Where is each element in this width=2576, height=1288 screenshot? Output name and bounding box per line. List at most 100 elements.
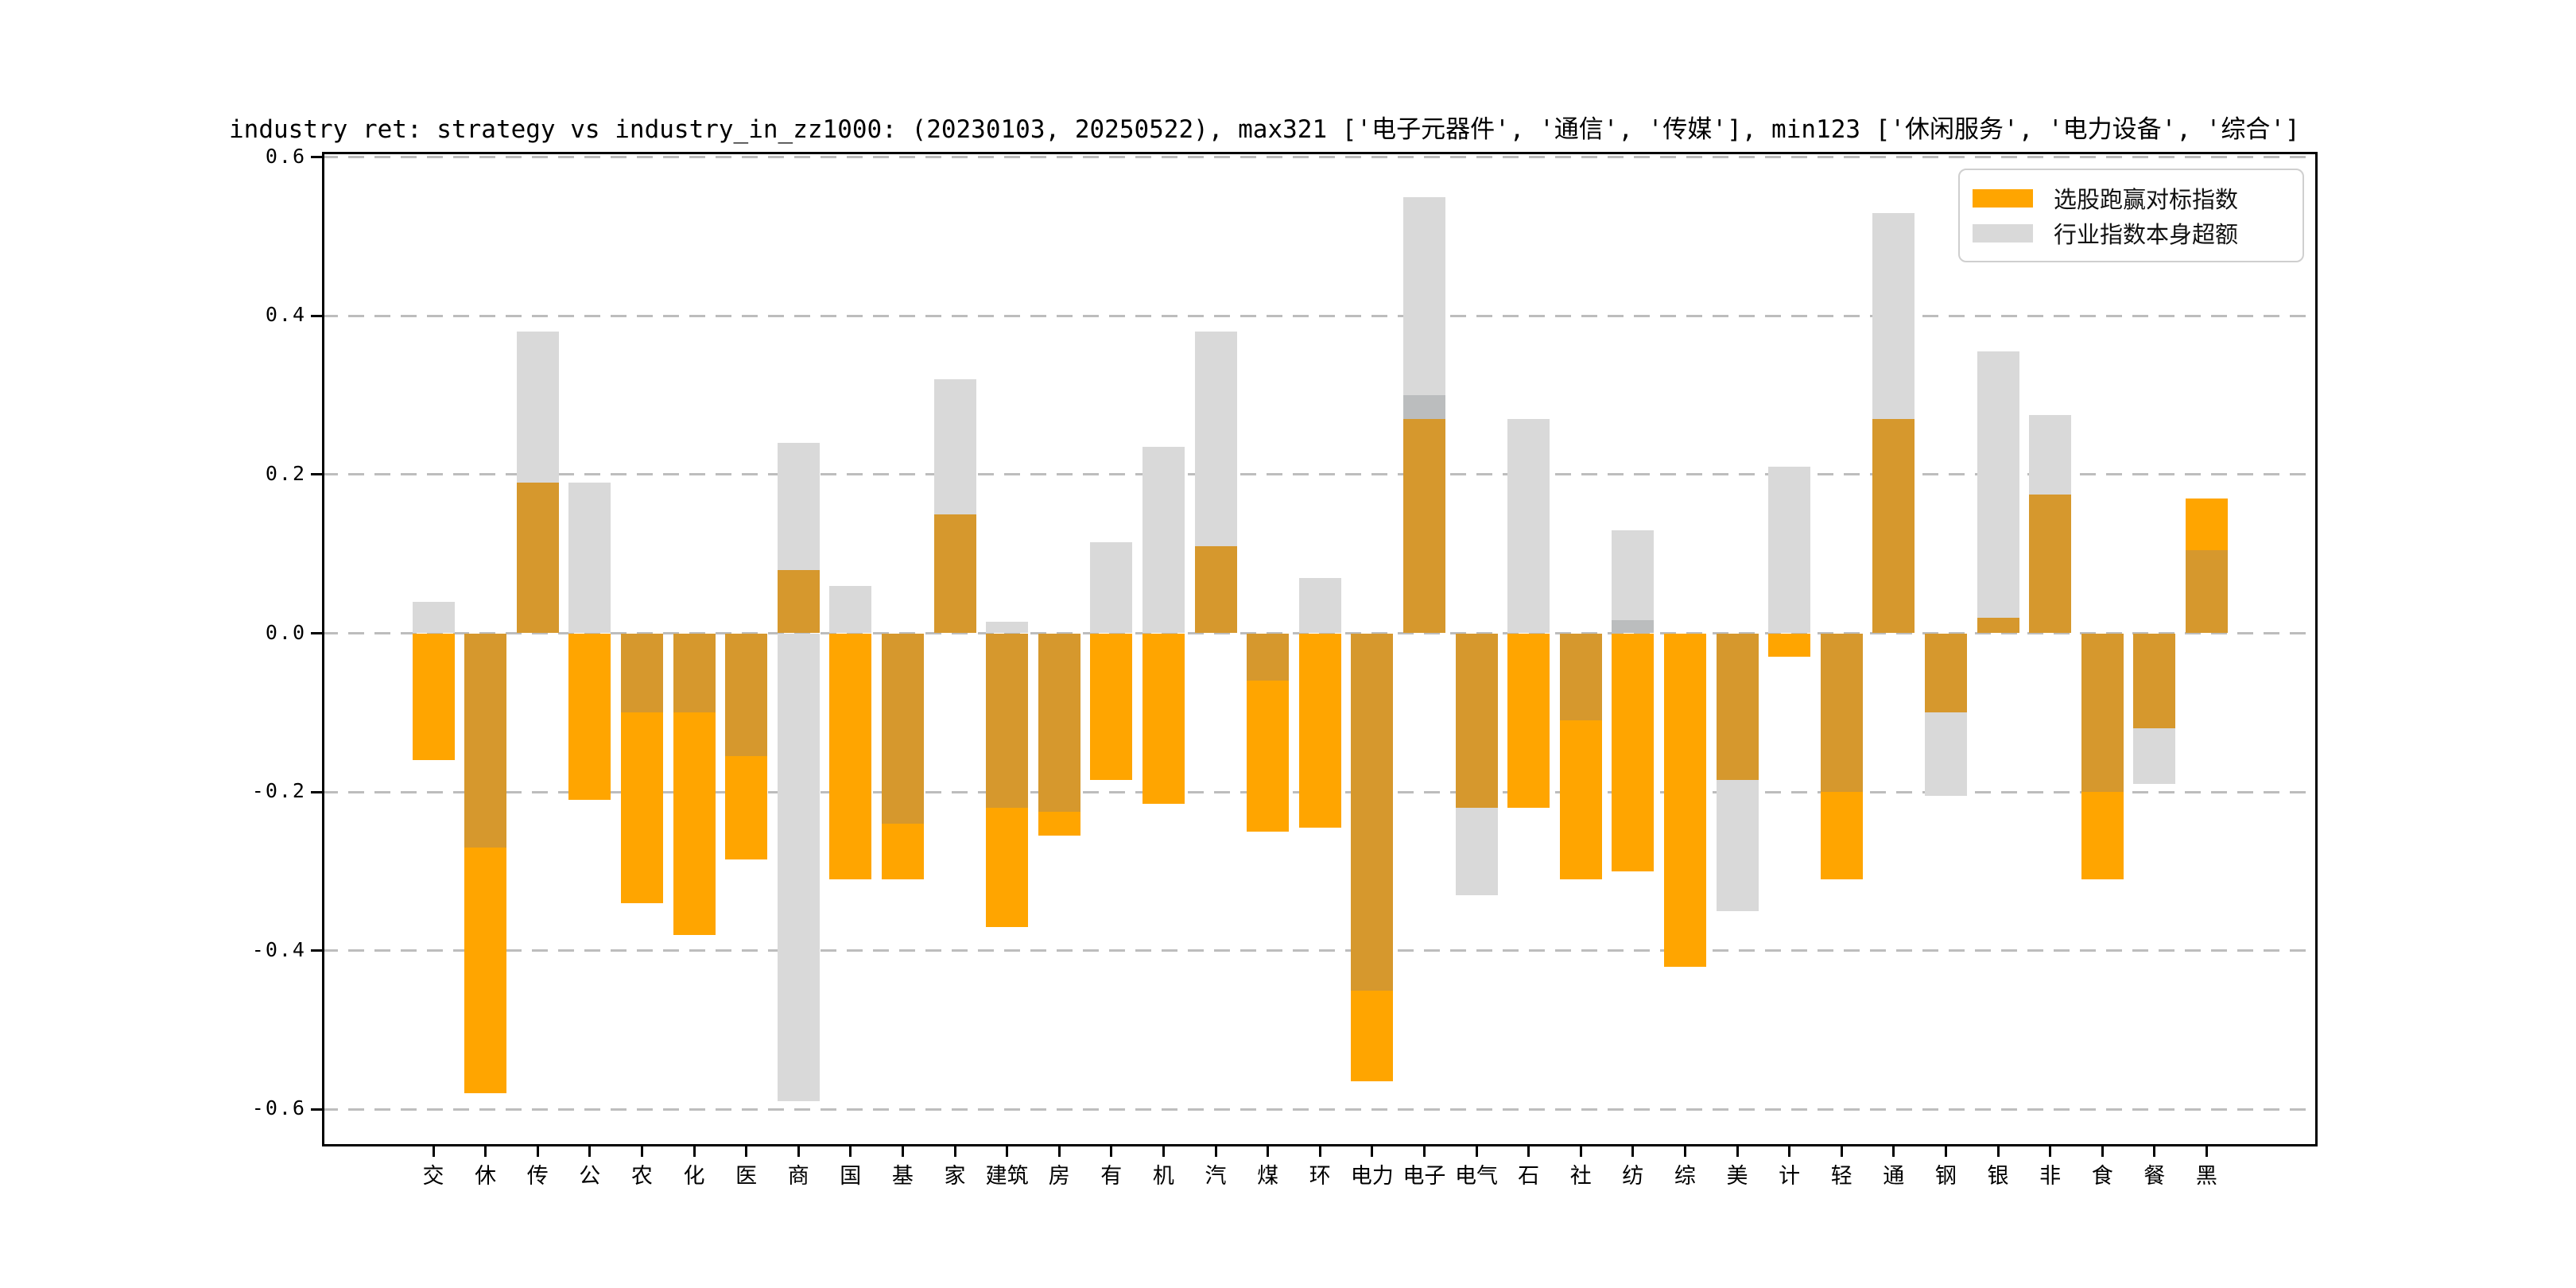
bar-石-pos bbox=[1507, 419, 1550, 634]
x-tick-label-非: 非 bbox=[2039, 1164, 2062, 1189]
bar-非-pos bbox=[2029, 494, 2072, 634]
bar-食-neg bbox=[2081, 633, 2124, 793]
x-tick-label-建筑: 建筑 bbox=[985, 1164, 1029, 1189]
x-tick-label-房: 房 bbox=[1048, 1164, 1070, 1189]
bar-休-neg bbox=[464, 633, 507, 848]
bar-汽-pos bbox=[1194, 545, 1237, 634]
x-tick-mark bbox=[588, 1146, 592, 1157]
x-tick-mark bbox=[1840, 1146, 1843, 1157]
legend-label-strategy: 选股跑赢对标指数 bbox=[2054, 186, 2239, 213]
bar-家-pos bbox=[933, 514, 976, 634]
x-tick-label-家: 家 bbox=[944, 1164, 966, 1189]
x-tick-label-化: 化 bbox=[683, 1164, 705, 1189]
x-tick-mark bbox=[536, 1146, 539, 1157]
bar-食-neg bbox=[2081, 792, 2124, 879]
bar-纺-pos bbox=[1612, 619, 1655, 634]
x-tick-mark bbox=[1944, 1146, 1947, 1157]
bar-通-pos bbox=[1872, 212, 1915, 420]
y-tick-label: 0.4 bbox=[265, 303, 306, 327]
x-tick-label-农: 农 bbox=[630, 1164, 653, 1189]
x-tick-mark bbox=[1422, 1146, 1426, 1157]
bar-公-pos bbox=[568, 482, 611, 634]
x-tick-label-汽: 汽 bbox=[1205, 1164, 1227, 1189]
bar-电力-neg bbox=[1351, 633, 1394, 991]
bar-银-pos bbox=[1977, 617, 2019, 634]
x-tick-mark bbox=[1683, 1146, 1686, 1157]
x-tick-mark bbox=[1006, 1146, 1009, 1157]
legend-item-strategy: 选股跑赢对标指数 bbox=[1973, 184, 2290, 213]
x-tick-label-煤: 煤 bbox=[1257, 1164, 1279, 1189]
bar-有-neg bbox=[1090, 633, 1133, 781]
bar-商-pos bbox=[777, 442, 820, 570]
x-tick-mark bbox=[2205, 1146, 2208, 1157]
x-tick-mark bbox=[797, 1146, 800, 1157]
bar-电力-neg bbox=[1351, 990, 1394, 1082]
y-tick-label: 0.6 bbox=[265, 144, 306, 168]
x-tick-mark bbox=[1318, 1146, 1321, 1157]
x-tick-mark bbox=[1631, 1146, 1635, 1157]
x-tick-mark bbox=[1788, 1146, 1791, 1157]
bar-基-neg bbox=[881, 633, 924, 824]
bar-交-pos bbox=[412, 601, 455, 634]
bar-计-neg bbox=[1768, 633, 1811, 658]
bar-化-neg bbox=[673, 633, 716, 713]
bar-轻-neg bbox=[1820, 633, 1863, 793]
x-tick-mark bbox=[640, 1146, 643, 1157]
legend-swatch-orange-icon bbox=[1973, 188, 2033, 208]
bar-家-pos bbox=[933, 379, 976, 514]
bar-农-neg bbox=[620, 712, 663, 903]
y-tick-label: -0.6 bbox=[251, 1096, 306, 1120]
bar-煤-neg bbox=[1247, 633, 1290, 681]
x-tick-label-美: 美 bbox=[1726, 1164, 1748, 1189]
bar-商-pos bbox=[777, 569, 820, 634]
y-tick-mark bbox=[311, 632, 322, 634]
bar-建筑-pos bbox=[986, 621, 1029, 634]
x-tick-mark bbox=[901, 1146, 904, 1157]
x-tick-mark bbox=[1527, 1146, 1530, 1157]
bar-国-pos bbox=[829, 585, 872, 634]
bar-医-neg bbox=[725, 756, 768, 859]
x-tick-label-休: 休 bbox=[475, 1164, 497, 1189]
x-tick-label-环: 环 bbox=[1309, 1164, 1331, 1189]
bar-休-neg bbox=[464, 847, 507, 1094]
bar-电子-pos bbox=[1402, 196, 1445, 396]
bar-电气-neg bbox=[1455, 808, 1498, 895]
x-tick-label-有: 有 bbox=[1100, 1164, 1123, 1189]
bar-社-neg bbox=[1559, 633, 1602, 721]
legend-item-industry: 行业指数本身超额 bbox=[1973, 219, 2290, 248]
bar-商-neg bbox=[777, 633, 820, 1102]
bar-电气-neg bbox=[1455, 633, 1498, 809]
x-tick-label-综: 综 bbox=[1674, 1164, 1696, 1189]
bar-化-neg bbox=[673, 712, 716, 935]
bar-汽-pos bbox=[1194, 332, 1237, 546]
x-tick-label-基: 基 bbox=[891, 1164, 914, 1189]
bar-机-neg bbox=[1142, 633, 1185, 805]
bar-电子-pos bbox=[1402, 419, 1445, 634]
y-tick-label: -0.2 bbox=[251, 779, 306, 803]
x-tick-label-医: 医 bbox=[735, 1164, 758, 1189]
y-tick-mark bbox=[311, 1108, 322, 1111]
x-tick-label-黑: 黑 bbox=[2195, 1164, 2217, 1189]
bar-环-neg bbox=[1298, 633, 1341, 828]
bar-纺-neg bbox=[1612, 633, 1655, 871]
legend-label-industry: 行业指数本身超额 bbox=[2054, 221, 2239, 248]
x-tick-mark bbox=[1057, 1146, 1061, 1157]
gridline-y--0.4 bbox=[322, 949, 2318, 952]
bar-社-neg bbox=[1559, 720, 1602, 879]
bar-综-neg bbox=[1663, 633, 1706, 967]
y-tick-label: 0.0 bbox=[265, 620, 306, 644]
x-tick-label-钢: 钢 bbox=[1934, 1164, 1957, 1189]
bar-机-pos bbox=[1142, 446, 1185, 634]
bar-黑-pos bbox=[2185, 549, 2228, 634]
x-tick-label-社: 社 bbox=[1569, 1164, 1592, 1189]
gridline-y-0.4 bbox=[322, 314, 2318, 317]
x-tick-label-银: 银 bbox=[1987, 1164, 2009, 1189]
bar-钢-neg bbox=[1924, 633, 1967, 713]
bar-交-neg bbox=[412, 633, 455, 761]
bar-美-neg bbox=[1716, 633, 1759, 781]
bar-非-pos bbox=[2029, 415, 2072, 495]
bar-餐-neg bbox=[2133, 728, 2176, 785]
bar-有-pos bbox=[1090, 541, 1133, 634]
x-tick-mark bbox=[2101, 1146, 2104, 1157]
